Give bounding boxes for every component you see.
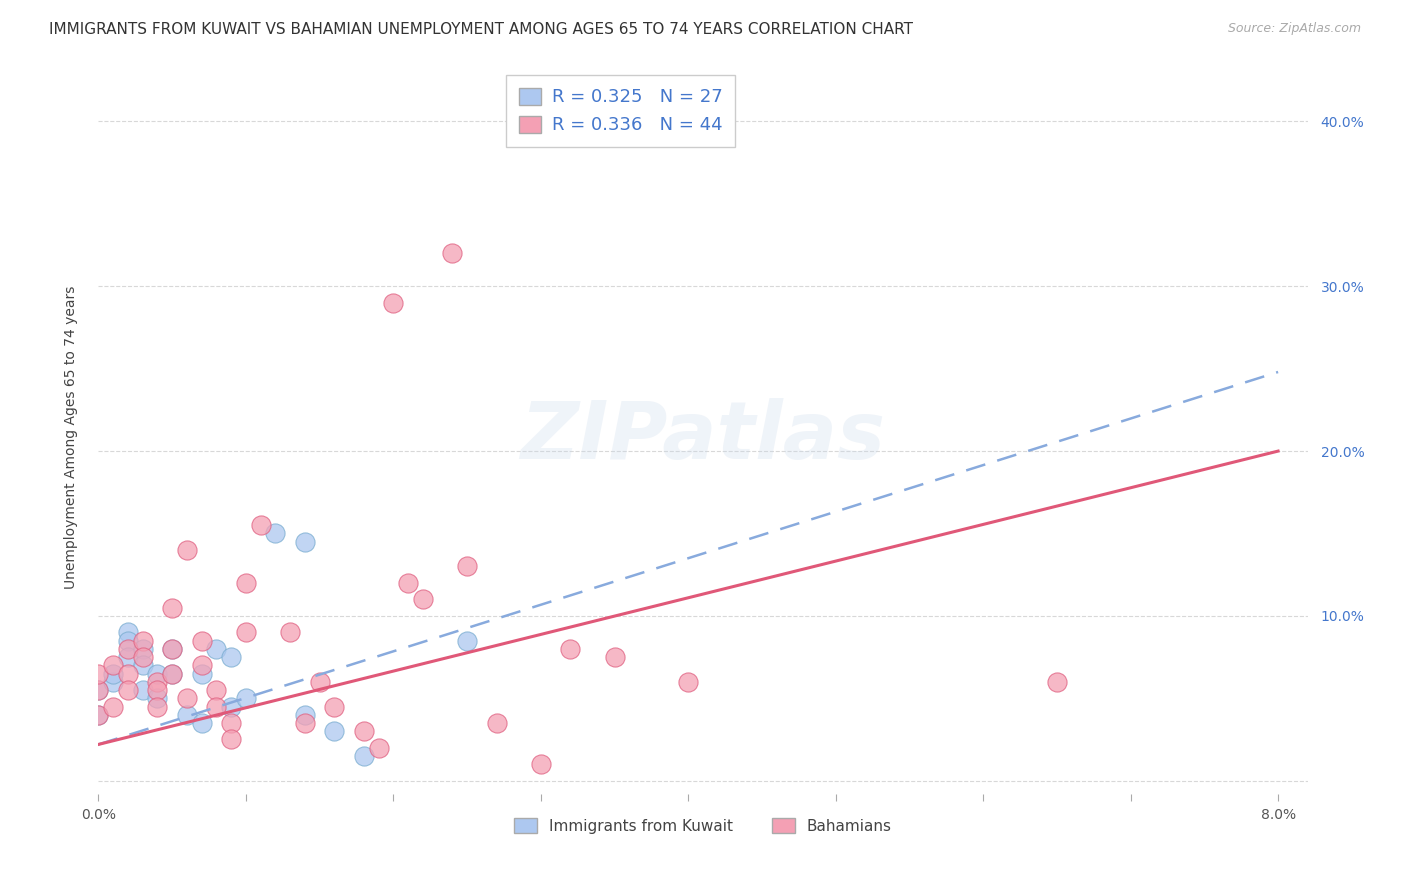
Y-axis label: Unemployment Among Ages 65 to 74 years: Unemployment Among Ages 65 to 74 years xyxy=(63,285,77,589)
Point xyxy=(117,641,139,656)
Point xyxy=(235,625,257,640)
Point xyxy=(117,650,139,665)
Point xyxy=(131,658,153,673)
Point xyxy=(456,633,478,648)
Point xyxy=(294,707,316,722)
Point xyxy=(87,683,110,698)
Point xyxy=(412,592,434,607)
Point xyxy=(176,543,198,558)
Point xyxy=(160,641,183,656)
Point xyxy=(382,295,405,310)
Point xyxy=(441,246,464,260)
Point xyxy=(87,683,110,698)
Point xyxy=(264,526,287,541)
Point xyxy=(190,633,212,648)
Point xyxy=(131,641,153,656)
Point xyxy=(131,650,153,665)
Point xyxy=(353,749,375,764)
Point xyxy=(294,716,316,731)
Point xyxy=(176,707,198,722)
Point xyxy=(117,683,139,698)
Point xyxy=(131,633,153,648)
Point xyxy=(160,641,183,656)
Point xyxy=(87,707,110,722)
Point xyxy=(101,666,124,681)
Point xyxy=(117,666,139,681)
Point xyxy=(101,658,124,673)
Point xyxy=(117,633,139,648)
Point xyxy=(101,699,124,714)
Point xyxy=(560,641,582,656)
Text: ZIPatlas: ZIPatlas xyxy=(520,398,886,476)
Point xyxy=(323,699,346,714)
Point xyxy=(235,576,257,591)
Point xyxy=(146,691,169,706)
Point xyxy=(530,757,553,772)
Point xyxy=(146,699,169,714)
Point xyxy=(160,666,183,681)
Point xyxy=(146,683,169,698)
Point xyxy=(278,625,301,640)
Point xyxy=(205,699,228,714)
Point xyxy=(160,600,183,615)
Legend: Immigrants from Kuwait, Bahamians: Immigrants from Kuwait, Bahamians xyxy=(508,812,898,839)
Point xyxy=(678,674,700,689)
Point xyxy=(146,666,169,681)
Point xyxy=(235,691,257,706)
Point xyxy=(146,674,169,689)
Point xyxy=(87,666,110,681)
Point xyxy=(396,576,419,591)
Point xyxy=(205,641,228,656)
Point xyxy=(603,650,626,665)
Point xyxy=(87,707,110,722)
Point xyxy=(219,699,242,714)
Point xyxy=(323,724,346,739)
Point xyxy=(353,724,375,739)
Point xyxy=(219,732,242,747)
Point xyxy=(176,691,198,706)
Point xyxy=(205,683,228,698)
Point xyxy=(117,625,139,640)
Point xyxy=(190,666,212,681)
Point xyxy=(190,658,212,673)
Point xyxy=(131,683,153,698)
Point xyxy=(249,518,271,533)
Point xyxy=(190,716,212,731)
Point xyxy=(101,674,124,689)
Point xyxy=(219,716,242,731)
Point xyxy=(456,559,478,574)
Point xyxy=(1046,674,1069,689)
Point xyxy=(367,740,389,755)
Point xyxy=(160,666,183,681)
Point xyxy=(308,674,330,689)
Text: Source: ZipAtlas.com: Source: ZipAtlas.com xyxy=(1227,22,1361,36)
Point xyxy=(219,650,242,665)
Point xyxy=(485,716,508,731)
Point xyxy=(294,534,316,549)
Text: IMMIGRANTS FROM KUWAIT VS BAHAMIAN UNEMPLOYMENT AMONG AGES 65 TO 74 YEARS CORREL: IMMIGRANTS FROM KUWAIT VS BAHAMIAN UNEMP… xyxy=(49,22,914,37)
